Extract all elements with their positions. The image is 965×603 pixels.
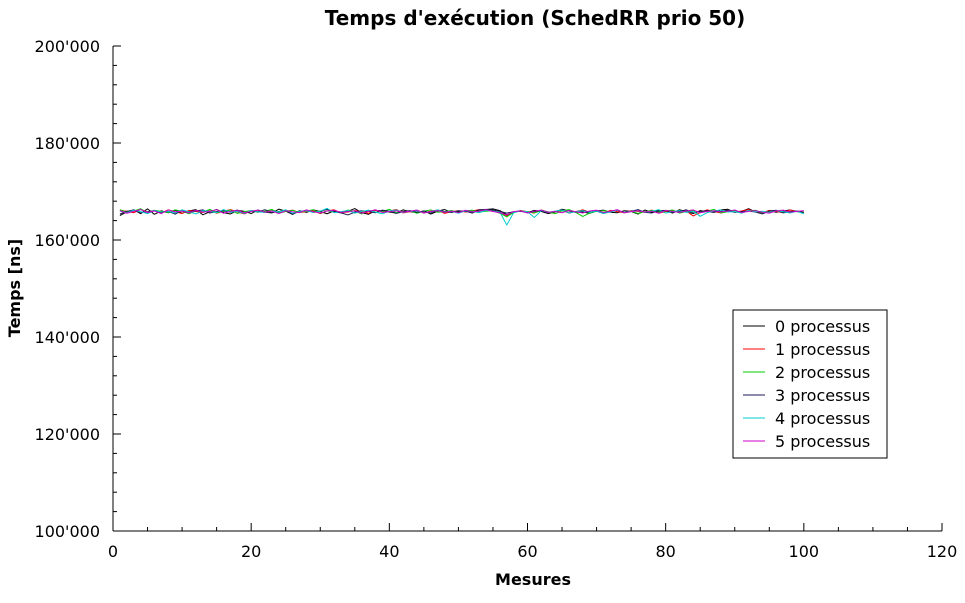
x-tick-label: 60 [517, 542, 537, 561]
x-tick-label: 20 [241, 542, 261, 561]
y-tick-label: 140'000 [35, 328, 100, 347]
y-tick-label: 100'000 [35, 522, 100, 541]
legend-label-4: 4 processus [775, 409, 870, 428]
y-tick-label: 160'000 [35, 231, 100, 250]
y-axis-title: Temps [ns] [5, 239, 24, 337]
legend-label-3: 3 processus [775, 386, 870, 405]
x-axis-title: Mesures [495, 570, 571, 589]
chart-legend: 0 processus 1 processus 2 processus 3 proce… [732, 309, 888, 459]
x-tick-label: 100 [789, 542, 820, 561]
y-tick-label: 180'000 [35, 134, 100, 153]
y-tick-label: 200'000 [35, 37, 100, 56]
series-lines [119, 207, 805, 226]
series-line-5 [119, 209, 804, 216]
x-tick-label: 0 [108, 542, 118, 561]
y-axis-ticks: 100'000 120'000 140'000 160'000 180'000 200'0… [35, 37, 121, 541]
x-tick-label: 120 [927, 542, 958, 561]
legend-label-0: 0 processus [775, 317, 870, 336]
chart-title: Temps d'exécution (SchedRR prio 50) [325, 6, 746, 30]
x-tick-label: 80 [655, 542, 675, 561]
y-tick-label: 120'000 [35, 425, 100, 444]
legend-box [732, 309, 888, 459]
x-axis-ticks: 0 20 40 60 80 100 120 [108, 523, 957, 561]
x-tick-label: 40 [379, 542, 399, 561]
legend-label-5: 5 processus [775, 432, 870, 451]
series-line-4 [119, 207, 805, 226]
legend-label-1: 1 processus [775, 340, 870, 359]
legend-label-2: 2 processus [775, 363, 870, 382]
